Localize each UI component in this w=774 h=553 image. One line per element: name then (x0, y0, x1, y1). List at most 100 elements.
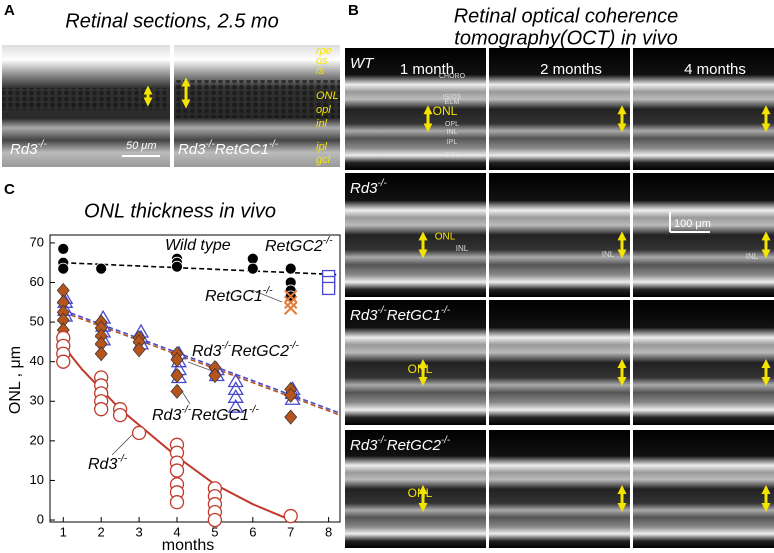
genotype-label: Rd3-/-RetGC1-/- (178, 139, 279, 158)
y-tick-label: 30 (30, 393, 44, 408)
layer-label: is (316, 65, 324, 77)
label-part: Rd3 (88, 456, 117, 473)
superscript: -/- (38, 139, 48, 150)
plot-frame (49, 234, 341, 523)
point (284, 262, 297, 275)
layer-label: OPL (445, 121, 459, 128)
label-part: Rd3 (192, 343, 221, 360)
inl-label: INL (602, 250, 615, 259)
layer-label: rpe (316, 45, 332, 57)
y-tick-label: 70 (30, 234, 44, 249)
point (131, 425, 147, 441)
label-part: WT (350, 55, 375, 72)
series-label: RetGC1-/- (205, 285, 273, 305)
point (227, 373, 244, 388)
panel-title: Retinal sections, 2.5 mo (65, 10, 278, 32)
superscript: -/- (378, 178, 388, 189)
x-axis-label: months (162, 537, 214, 553)
x-tick-label: 7 (287, 524, 294, 539)
layer-label: GCL (445, 152, 460, 159)
point (208, 367, 222, 384)
label-part: Wild type (165, 237, 231, 254)
panel-title: Retinal optical coherence (454, 5, 679, 27)
superscript: -/- (181, 404, 191, 415)
point (207, 512, 223, 528)
layer-label: INL (447, 129, 458, 136)
superscript: -/- (289, 340, 299, 351)
y-tick-label: 50 (30, 314, 44, 329)
point (283, 508, 298, 524)
oct-image (345, 300, 486, 425)
point (169, 463, 185, 478)
superscript: -/- (269, 139, 279, 150)
label-part: Rd3 (178, 141, 206, 158)
point (132, 342, 146, 358)
point (227, 398, 244, 413)
label-part: RetGC1 (387, 307, 441, 324)
column-label: 2 months (540, 61, 602, 78)
x-tick-label: 1 (60, 524, 67, 539)
series-label: Wild type (165, 237, 231, 254)
column-label: 1 month (400, 61, 454, 78)
genotype-label: Rd3-/-RetGC2-/- (350, 435, 451, 454)
superscript: -/- (221, 340, 231, 351)
x-tick-label: 6 (249, 524, 256, 539)
y-tick-label: 0 (37, 511, 44, 526)
label-part: RetGC1 (205, 288, 263, 305)
layer-label: ONL (316, 90, 339, 102)
oct-image (633, 48, 774, 170)
inl-label: INL (456, 244, 469, 253)
onl-label: ONL (408, 362, 433, 376)
oct-image (633, 300, 774, 425)
y-tick-label: 40 (30, 353, 44, 368)
superscript: -/- (323, 235, 333, 246)
point (57, 262, 70, 275)
label-part: RetGC2 (265, 238, 323, 255)
scale-label: 100 μm (674, 218, 711, 230)
superscript: -/- (249, 404, 259, 415)
oct-image (633, 430, 774, 548)
oct-image (489, 430, 630, 548)
genotype-label: Rd3-/-RetGC1-/- (350, 305, 451, 324)
section-image (2, 45, 340, 167)
label-part: RetGC2 (387, 437, 442, 454)
x-tick-label: 4 (173, 524, 180, 539)
layer-label: ELM (445, 99, 460, 106)
point (284, 289, 298, 304)
superscript: -/- (378, 435, 388, 446)
point (227, 381, 244, 396)
oct-image (345, 48, 486, 170)
point (57, 242, 70, 255)
onl-label: ONL (435, 232, 456, 243)
column-label: 4 months (684, 61, 746, 78)
series-label: Rd3-/-RetGC2-/- (192, 340, 299, 360)
point (170, 352, 184, 368)
x-tick-label: 3 (135, 524, 142, 539)
x-tick-label: 8 (325, 524, 332, 539)
y-axis-label: ONL , μm (7, 346, 24, 414)
y-tick-label: 60 (30, 274, 44, 289)
point (94, 402, 109, 417)
layer-label: IS/OS (443, 94, 462, 101)
series-label: Rd3-/- (88, 453, 128, 473)
panel-title: tomography(OCT) in vivo (454, 27, 677, 49)
y-tick-label: 10 (30, 472, 44, 487)
genotype-label: WT (350, 55, 375, 72)
series-label: RetGC2-/- (265, 235, 333, 255)
genotype-label: Rd3-/- (350, 178, 387, 197)
point (94, 346, 108, 362)
point (246, 262, 259, 275)
superscript: -/- (117, 453, 127, 464)
superscript: -/- (206, 139, 216, 150)
label-part: RetGC1 (191, 407, 249, 424)
scale-label: 50 μm (126, 140, 156, 152)
superscript: -/- (378, 305, 388, 316)
onl-label: ONL (408, 486, 433, 500)
oct-image (345, 430, 486, 548)
superscript: -/- (441, 305, 451, 316)
superscript: -/- (441, 435, 451, 446)
point (227, 389, 244, 403)
point (321, 281, 336, 296)
panel-letter: A (4, 2, 15, 19)
layer-label: CHORO (439, 73, 466, 80)
